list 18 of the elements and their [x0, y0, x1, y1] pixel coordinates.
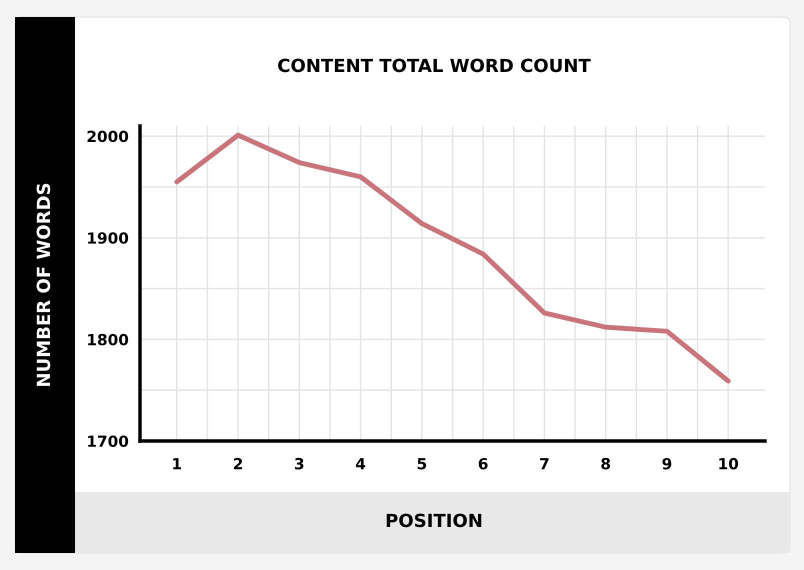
x-tick-label: 9 — [662, 458, 672, 470]
x-axis-title: POSITION — [386, 514, 482, 528]
x-tick-label: 6 — [478, 458, 488, 470]
y-tick-label: 1800 — [88, 334, 128, 346]
x-tick-label: 3 — [295, 458, 304, 470]
y-tick-label: 1900 — [88, 232, 128, 244]
x-tick-label: 2 — [234, 458, 242, 470]
y-tick-label: 2000 — [88, 130, 128, 142]
x-tick-label: 4 — [356, 458, 366, 470]
y-tick-label: 1700 — [88, 435, 128, 448]
x-tick-label: 1 — [173, 458, 182, 470]
x-tick-label: 5 — [418, 458, 426, 470]
y-axis-title: NUMBER OF WORDS — [36, 184, 50, 386]
line-series — [174, 132, 731, 384]
x-tick-label: 7 — [540, 458, 549, 470]
chart-title: CONTENT TOTAL WORD COUNT — [278, 58, 591, 72]
x-tick-label: 8 — [601, 458, 610, 470]
x-tick-label: 10 — [719, 458, 738, 470]
